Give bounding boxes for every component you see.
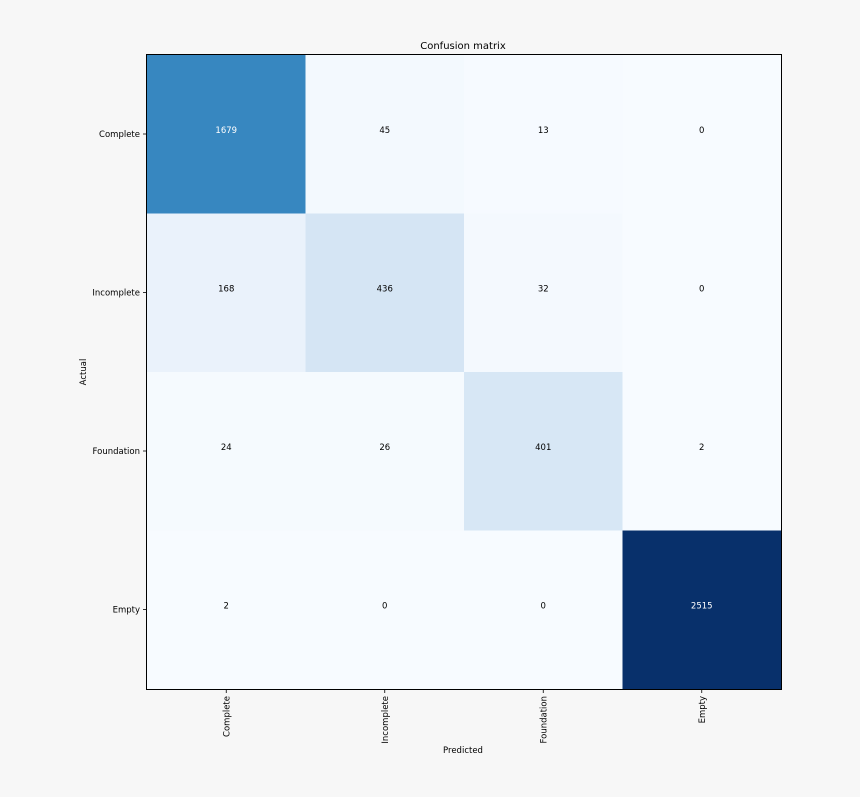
cell-value-label: 0 bbox=[541, 602, 546, 612]
cell-value-label: 32 bbox=[538, 285, 549, 295]
heatmap-cell bbox=[464, 55, 623, 214]
chart-title: Confusion matrix bbox=[420, 41, 506, 52]
y-tick-label: Empty bbox=[113, 606, 140, 616]
heatmap-cell bbox=[622, 372, 782, 531]
cell-value-labels: 1679 45 13 0 168 436 32 0 24 26 401 2 2 0 0 2515 bbox=[215, 126, 712, 612]
heatmap-cell bbox=[147, 530, 306, 690]
heatmap-cell bbox=[305, 55, 465, 214]
cell-value-label: 0 bbox=[699, 285, 704, 295]
heatmap-cell bbox=[464, 530, 623, 690]
y-tick-label: Complete bbox=[99, 130, 140, 140]
heatmap-cell bbox=[464, 213, 623, 373]
plot-frame bbox=[146, 54, 782, 690]
cell-value-label: 1679 bbox=[215, 126, 237, 136]
heatmap-cell bbox=[305, 372, 465, 531]
cell-value-label: 24 bbox=[221, 443, 232, 453]
heatmap-cell bbox=[305, 213, 465, 373]
heatmap-cell bbox=[622, 55, 782, 214]
x-tick-label: Foundation bbox=[539, 696, 549, 743]
heatmap-cell bbox=[622, 530, 782, 690]
heatmap-cell bbox=[305, 530, 465, 690]
heatmap-cell bbox=[622, 213, 782, 373]
heatmap-cells bbox=[147, 55, 782, 690]
x-tick-label: Incomplete bbox=[381, 696, 391, 744]
heatmap-cell bbox=[147, 55, 306, 214]
cell-value-label: 436 bbox=[377, 285, 393, 295]
x-axis-ticks: Complete Incomplete Foundation Empty bbox=[222, 689, 708, 744]
y-axis-label: Actual bbox=[79, 359, 89, 386]
y-tick-label: Foundation bbox=[93, 447, 140, 457]
cell-value-label: 0 bbox=[699, 126, 704, 136]
x-tick-label: Complete bbox=[222, 696, 232, 737]
heatmap-cell bbox=[147, 213, 306, 373]
cell-value-label: 168 bbox=[218, 285, 234, 295]
heatmap-cell bbox=[464, 372, 623, 531]
x-axis-label: Predicted bbox=[443, 746, 483, 756]
y-axis-ticks: Complete Incomplete Foundation Empty bbox=[92, 130, 147, 616]
cell-value-label: 2 bbox=[224, 602, 229, 612]
cell-value-label: 0 bbox=[382, 602, 387, 612]
x-tick-label: Empty bbox=[698, 696, 708, 723]
y-tick-label: Incomplete bbox=[92, 289, 140, 299]
cell-value-label: 2515 bbox=[691, 602, 713, 612]
cell-value-label: 26 bbox=[379, 443, 390, 453]
heatmap-cell bbox=[147, 372, 306, 531]
cell-value-label: 401 bbox=[535, 443, 551, 453]
cell-value-label: 2 bbox=[699, 443, 704, 453]
cell-value-label: 45 bbox=[379, 126, 390, 136]
cell-value-label: 13 bbox=[538, 126, 549, 136]
